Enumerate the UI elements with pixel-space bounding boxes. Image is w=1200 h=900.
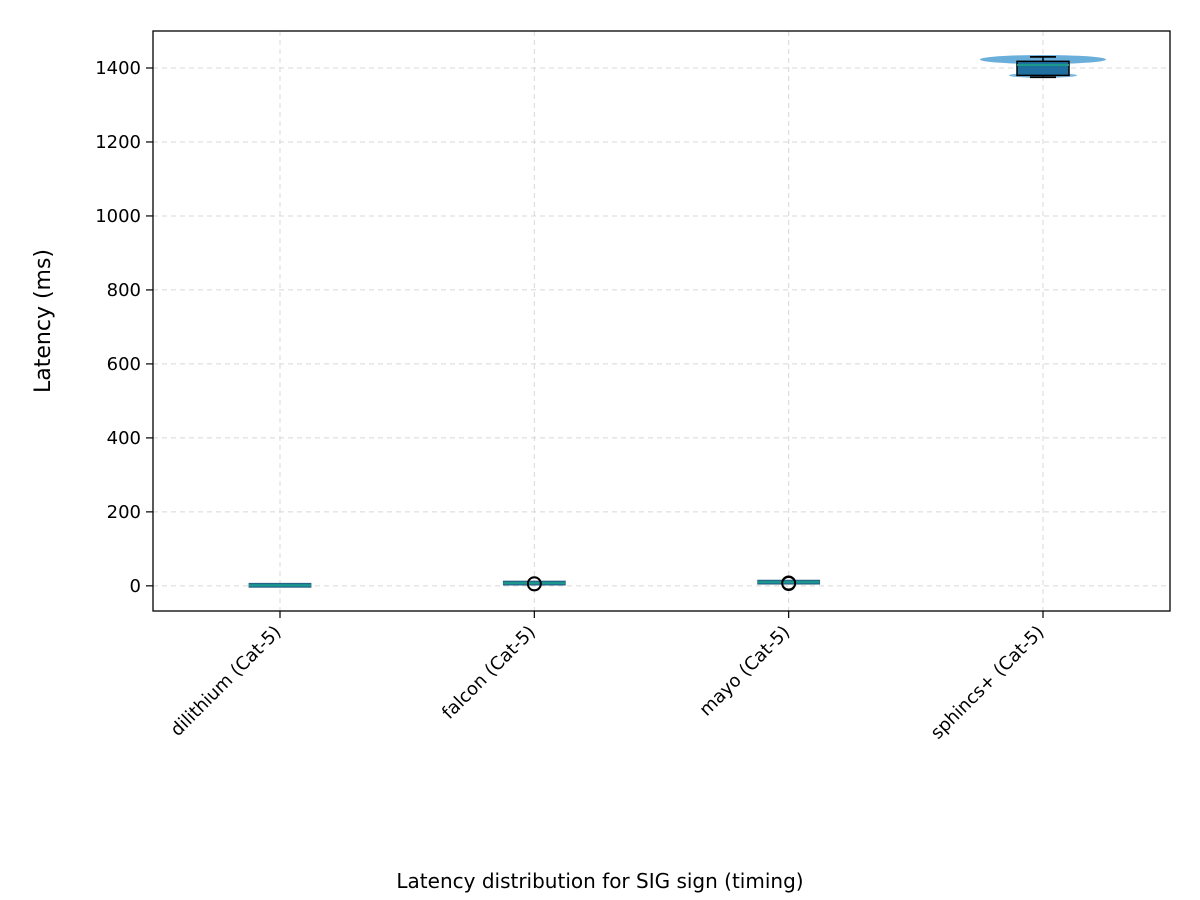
x-axis: dilithium (Cat-5) falcon (Cat-5) mayo (Cat… — [167, 611, 1049, 744]
boxes — [248, 55, 1070, 592]
box-group — [1016, 55, 1070, 79]
y-tick-label: 1400 — [95, 58, 141, 79]
x-tick-label: sphincs+ (Cat-5) — [927, 622, 1049, 744]
y-axis-label: Latency (ms) — [31, 249, 56, 393]
plot-frame — [152, 30, 1171, 612]
y-tick-label: 1200 — [95, 132, 141, 153]
grid — [153, 31, 1170, 611]
box — [1016, 60, 1070, 77]
x-tick-label: dilithium (Cat-5) — [167, 622, 286, 741]
outlier-point — [526, 576, 542, 592]
y-axis: 0 200 400 600 800 1000 1200 1400 — [95, 58, 153, 597]
y-tick-label: 600 — [107, 354, 141, 375]
x-tick-label: mayo (Cat-5) — [695, 622, 794, 721]
chart-caption: Latency distribution for SIG sign (timin… — [396, 869, 803, 893]
y-tick-label: 1000 — [95, 206, 141, 227]
box-group — [757, 575, 821, 592]
y-tick-label: 400 — [107, 428, 141, 449]
box-group — [248, 582, 312, 588]
box-group — [502, 576, 566, 592]
outlier-point — [781, 575, 797, 591]
y-tick-label: 200 — [107, 502, 141, 523]
y-tick-label: 800 — [107, 280, 141, 301]
x-tick-label: falcon (Cat-5) — [438, 622, 540, 724]
y-tick-label: 0 — [130, 576, 141, 597]
plot-background — [153, 31, 1170, 611]
